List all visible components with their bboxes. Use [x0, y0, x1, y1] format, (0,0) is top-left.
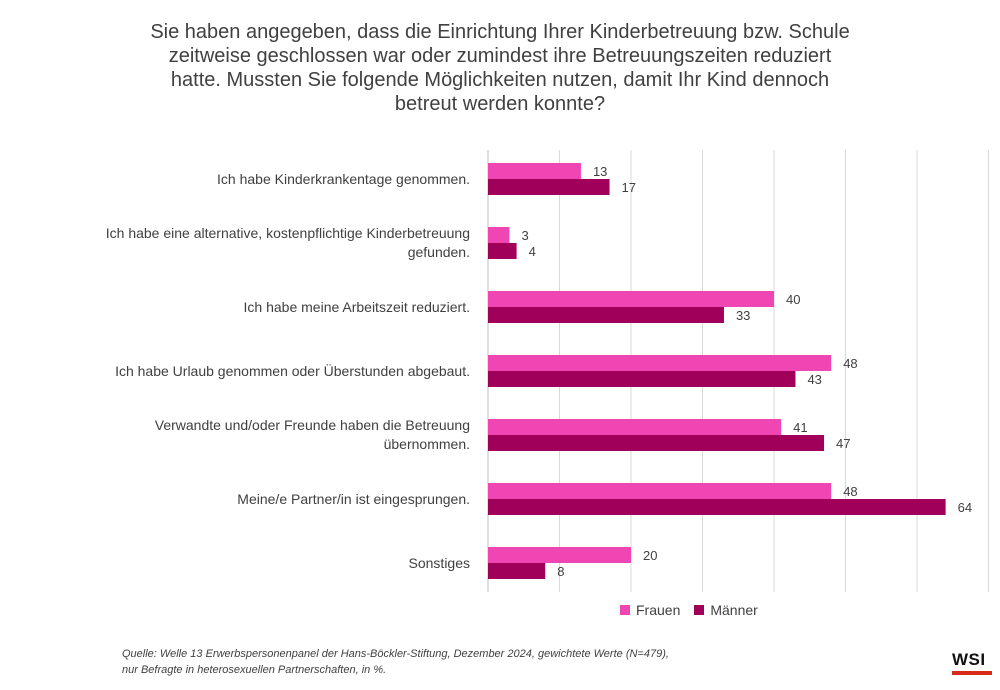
data-label: 64: [958, 500, 972, 515]
category-label-line: übernommen.: [383, 436, 470, 452]
data-label: 41: [793, 420, 807, 435]
category-label-line: Ich habe eine alternative, kostenpflicht…: [105, 225, 470, 241]
bar-frauen: [488, 291, 774, 307]
category-label-line: Ich habe meine Arbeitszeit reduziert.: [243, 298, 470, 315]
title-line-1: Sie haben angegeben, dass die Einrichtun…: [150, 21, 850, 43]
category-label: Ich habe eine alternative, kostenpflicht…: [30, 224, 470, 262]
category-label: Ich habe Urlaub genommen oder Überstunde…: [30, 362, 470, 381]
data-label: 8: [557, 564, 564, 579]
bar-frauen: [488, 355, 832, 371]
bar-frauen: [488, 483, 832, 499]
bar-maenner: [488, 499, 946, 515]
source-line-1: Quelle: Welle 13 Erwerbspersonenpanel de…: [122, 648, 669, 660]
category-label: Ich habe Kinderkrankentage genommen.: [30, 170, 470, 189]
bar-maenner: [488, 243, 517, 259]
legend-item-frauen: Frauen: [620, 602, 680, 618]
category-label-line: Sonstiges: [408, 554, 470, 571]
bar-frauen: [488, 227, 510, 243]
category-label: Sonstiges: [30, 554, 470, 573]
title-line-3: hatte. Mussten Sie folgende Möglichkeite…: [170, 69, 830, 91]
category-label-line: Verwandte und/oder Freunde haben die Bet…: [154, 417, 470, 433]
source-line-2: nur Befragte in heterosexuellen Partners…: [122, 664, 387, 676]
title-line-4: betreut werden konnte?: [394, 93, 606, 115]
category-label: Verwandte und/oder Freunde haben die Bet…: [30, 416, 470, 454]
bar-frauen: [488, 419, 782, 435]
legend-label-maenner: Männer: [710, 602, 758, 618]
data-label: 13: [593, 164, 607, 179]
category-label: Ich habe meine Arbeitszeit reduziert.: [30, 298, 470, 317]
bar-maenner: [488, 563, 546, 579]
data-label: 47: [836, 436, 850, 451]
legend-item-maenner: Männer: [694, 602, 758, 618]
legend-swatch-maenner: [694, 605, 705, 615]
data-label: 3: [521, 228, 528, 243]
logo-bar: [952, 671, 992, 675]
category-label-line: gefunden.: [407, 244, 470, 260]
data-label: 33: [736, 308, 750, 323]
bar-frauen: [488, 163, 581, 179]
bar-maenner: [488, 435, 825, 451]
data-label: 20: [643, 548, 657, 563]
logo-text: WSI: [952, 650, 986, 669]
legend-swatch-frauen: [620, 605, 630, 615]
legend: Frauen Männer: [620, 602, 758, 618]
category-label-line: Ich habe Urlaub genommen oder Überstunde…: [115, 362, 470, 379]
category-label-line: Ich habe Kinderkrankentage genommen.: [217, 170, 470, 187]
title-line-2: zeitweise geschlossen war oder zumindest…: [168, 45, 832, 67]
category-label-line: Meine/e Partner/in ist eingesprungen.: [237, 490, 470, 507]
data-label: 40: [786, 292, 800, 307]
bar-maenner: [488, 307, 724, 323]
data-label: 43: [807, 372, 821, 387]
data-label: 48: [843, 356, 857, 371]
data-label: 48: [843, 484, 857, 499]
bar-maenner: [488, 179, 610, 195]
legend-label-frauen: Frauen: [636, 602, 681, 618]
bar-maenner: [488, 371, 796, 387]
data-label: 17: [622, 180, 636, 195]
category-label: Meine/e Partner/in ist eingesprungen.: [30, 490, 470, 509]
wsi-logo: WSI: [952, 650, 992, 675]
chart-title: Sie haben angegeben, dass die Einrichtun…: [100, 20, 900, 116]
source-note: Quelle: Welle 13 Erwerbspersonenpanel de…: [122, 646, 669, 678]
bar-frauen: [488, 547, 631, 563]
data-label: 4: [529, 244, 536, 259]
